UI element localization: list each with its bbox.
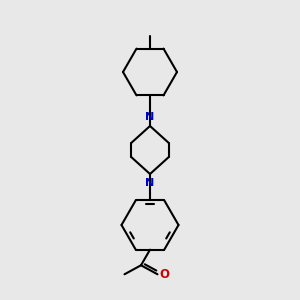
Text: N: N [146,112,154,122]
Text: O: O [159,268,169,281]
Text: N: N [146,178,154,188]
